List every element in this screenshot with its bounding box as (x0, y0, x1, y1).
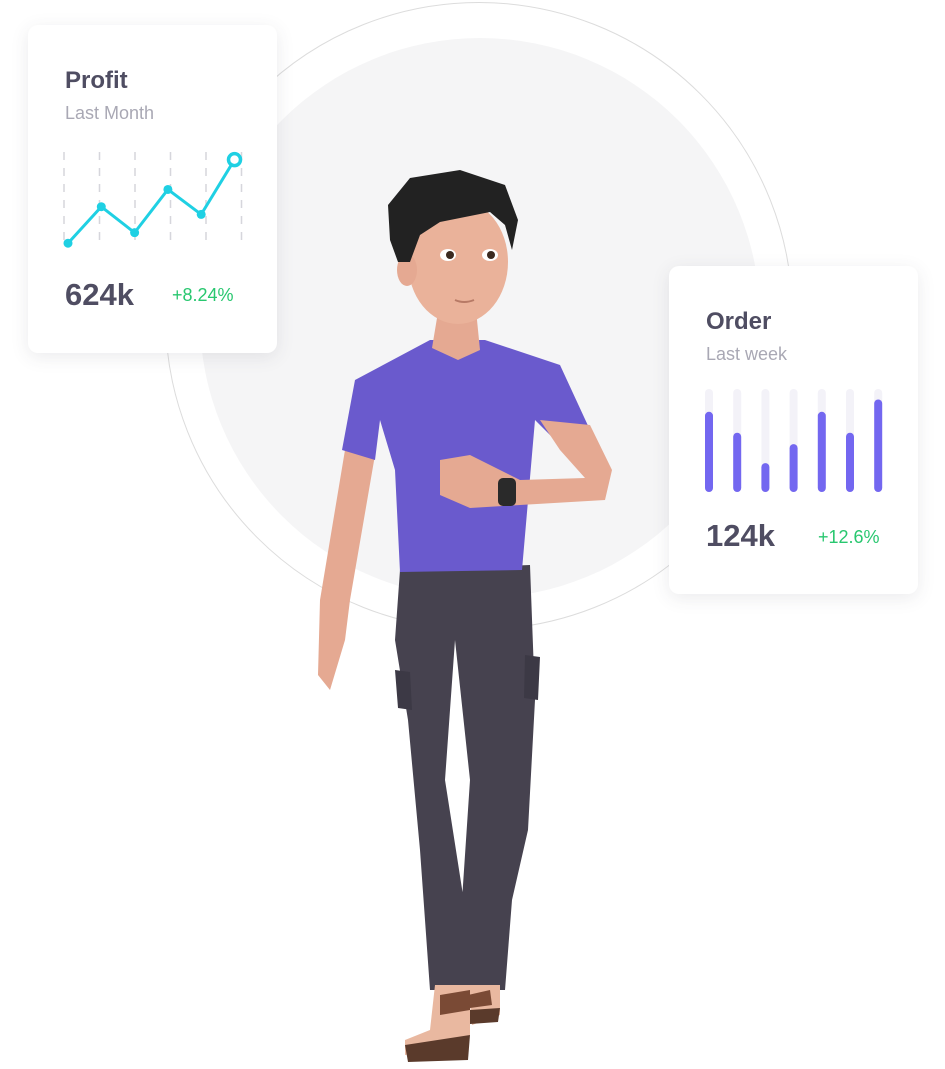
profit-subtitle: Last Month (65, 103, 155, 123)
profit-point (196, 209, 206, 219)
order-bar-chart (705, 389, 883, 492)
order-title: Order (706, 308, 772, 335)
profit-point (96, 202, 106, 212)
profit-change: +8.24% (172, 285, 234, 305)
profit-series-line (66, 158, 236, 245)
profit-point-highlight (226, 151, 243, 168)
profit-point (163, 184, 173, 194)
profit-value: 624k (65, 277, 134, 312)
order-value: 124k (706, 518, 775, 553)
profit-title: Profit (65, 67, 128, 94)
order-change: +12.6% (818, 527, 880, 547)
order-card: Order Last week 124k +12.6% (669, 266, 918, 594)
profit-point (130, 228, 140, 238)
profit-card: Profit Last Month 624k +8.24% (28, 25, 277, 353)
profit-line-chart (63, 151, 243, 248)
profit-point (63, 238, 73, 248)
order-subtitle: Last week (706, 344, 788, 364)
